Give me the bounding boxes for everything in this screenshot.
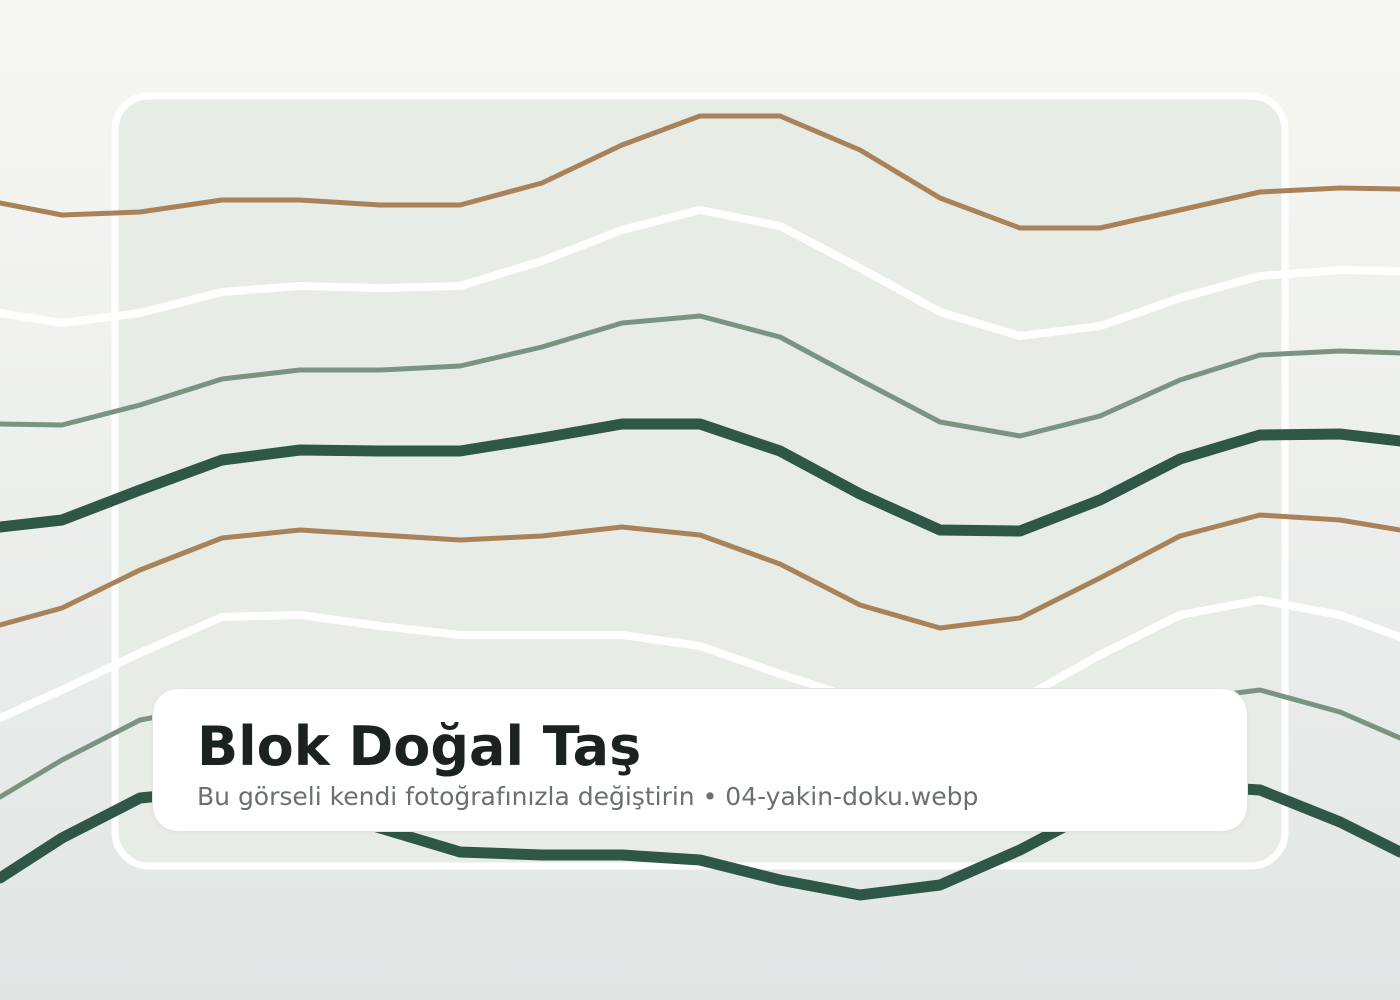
caption-card: Blok Doğal Taş Bu görseli kendi fotoğraf… xyxy=(152,688,1248,832)
caption-title: Blok Doğal Taş xyxy=(197,715,642,778)
tan-line-1 xyxy=(0,113,1400,231)
dark-green-line-1 xyxy=(0,418,1400,537)
caption-subtitle: Bu görseli kendi fotoğrafınızla değiştir… xyxy=(197,782,979,811)
white-line-2 xyxy=(0,596,1400,729)
sage-line-1 xyxy=(0,313,1400,439)
tan-line-2 xyxy=(0,512,1400,631)
white-line-1 xyxy=(0,206,1400,340)
